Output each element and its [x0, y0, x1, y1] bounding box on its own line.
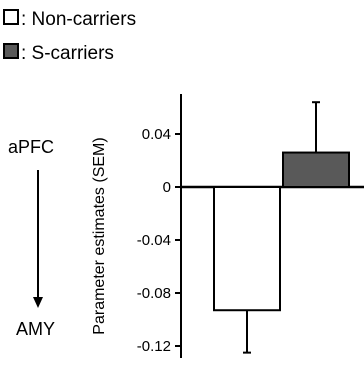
pathway-target-label: AMY	[16, 319, 55, 339]
legend: : Non-carriers : S-carriers	[3, 9, 136, 64]
bars	[213, 101, 350, 354]
y-tick-label: 0	[163, 179, 171, 196]
bar-s-carriers	[282, 151, 350, 189]
y-tick-label: 0.04	[142, 126, 171, 143]
pathway-annotation: aPFC AMY	[8, 137, 55, 339]
down-arrow-icon	[33, 297, 43, 308]
legend-label-non-carriers: : Non-carriers	[21, 9, 136, 30]
y-axis-ticks: 0.04 0 -0.04 -0.08 -0.12	[137, 126, 181, 355]
y-tick-label: -0.08	[137, 285, 171, 302]
pathway-source-label: aPFC	[8, 137, 54, 157]
y-tick-label: -0.04	[137, 232, 171, 249]
legend-swatch-non-carriers	[3, 9, 19, 25]
y-tick-label: -0.12	[137, 338, 171, 355]
y-axis-label: Parameter estimates (SEM)	[91, 137, 108, 334]
legend-label-s-carriers: : S-carriers	[21, 43, 114, 64]
bar-non-carriers	[213, 186, 281, 312]
legend-swatch-s-carriers	[3, 43, 19, 59]
